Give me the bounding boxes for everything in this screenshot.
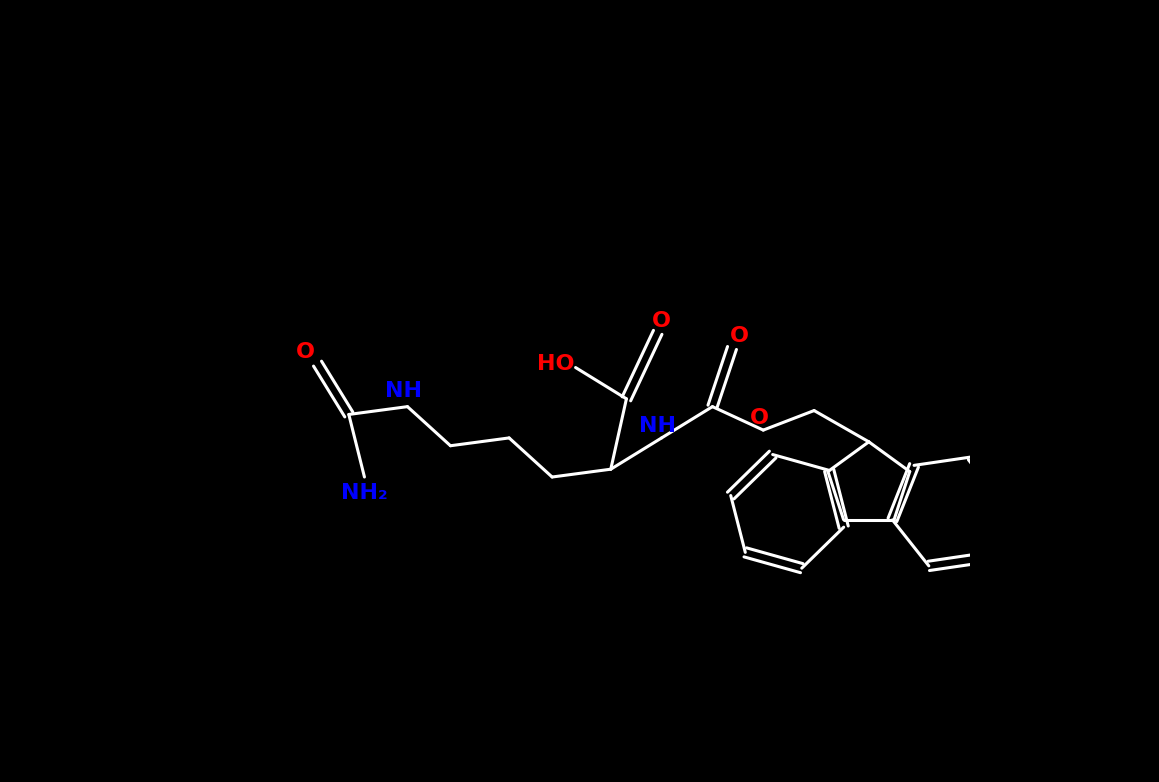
Text: O: O	[730, 326, 750, 346]
Text: NH: NH	[640, 416, 676, 436]
Text: NH: NH	[385, 381, 422, 401]
Text: O: O	[297, 342, 315, 362]
Text: HO: HO	[538, 353, 575, 374]
Text: O: O	[750, 408, 768, 429]
Text: O: O	[653, 310, 671, 331]
Text: NH₂: NH₂	[341, 482, 388, 503]
